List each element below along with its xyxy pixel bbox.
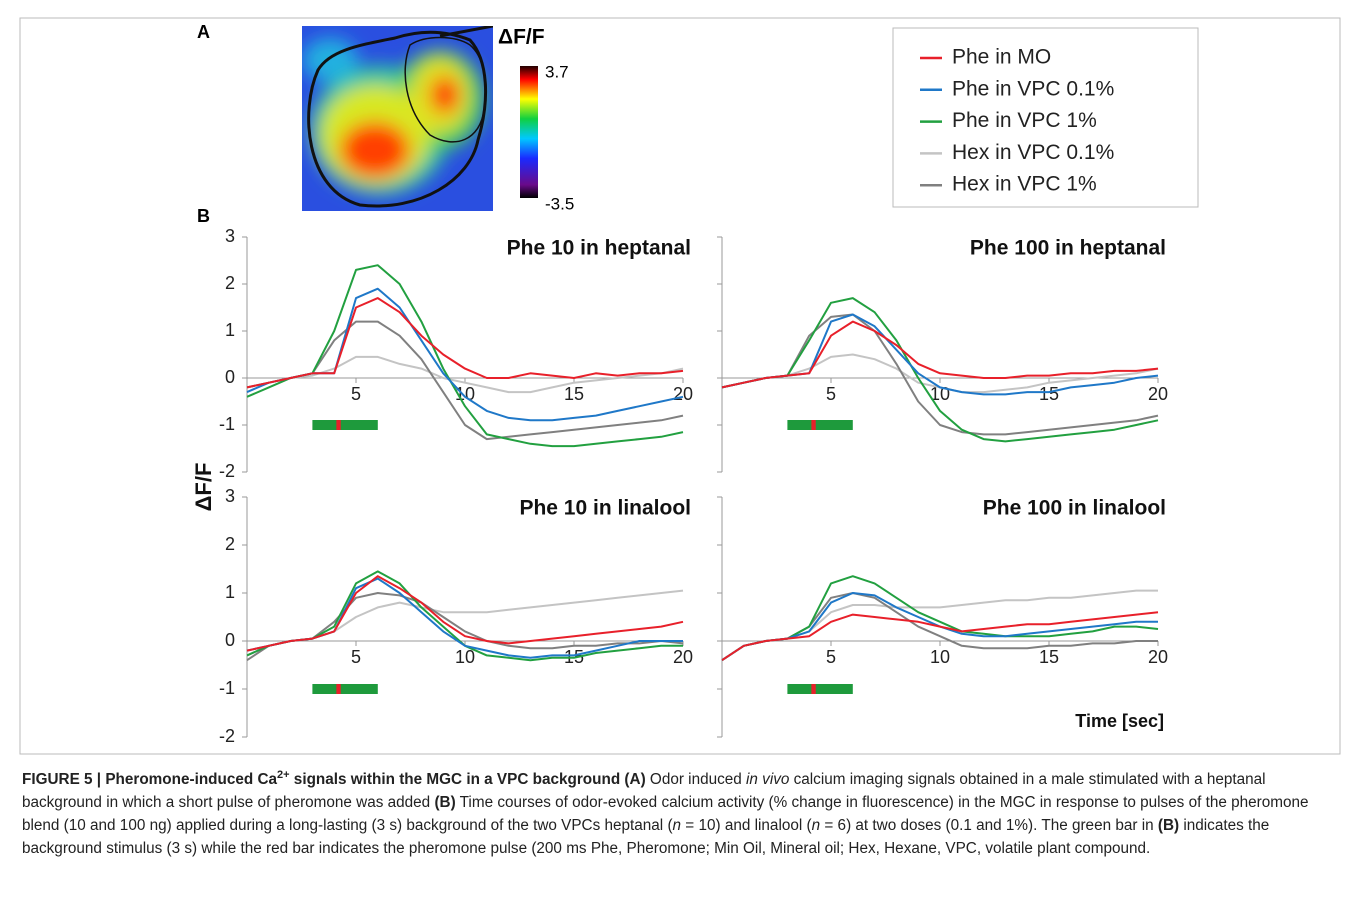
y-tick-label: -2 bbox=[219, 461, 235, 481]
caption-run: = 6) at two doses (0.1 and 1%). The gree… bbox=[820, 817, 1158, 834]
x-tick-label: 15 bbox=[564, 384, 584, 404]
caption-run: FIGURE 5 | Pheromone-induced Ca bbox=[22, 771, 278, 788]
x-tick-label: 10 bbox=[455, 647, 475, 667]
x-tick-label: 20 bbox=[673, 647, 693, 667]
data-line bbox=[246, 297, 684, 389]
pheromone-pulse-bar bbox=[811, 420, 816, 430]
x-tick-label: 5 bbox=[826, 647, 836, 667]
y-tick-label: -2 bbox=[219, 726, 235, 746]
figure-frame bbox=[19, 17, 1341, 755]
caption-run: = 10) and linalool ( bbox=[681, 817, 812, 834]
caption-run: calcium imaging signals obtained in a ma… bbox=[22, 771, 1266, 811]
caption-run: Odor induced bbox=[645, 771, 747, 788]
colorbar bbox=[520, 66, 538, 198]
figure-graphics: A B ΔF/F 3.7 -3.5 Phe in MO Phe in VPC 0.… bbox=[19, 17, 1341, 755]
y-tick-label: -1 bbox=[219, 414, 235, 434]
colorbar-max: 3.7 bbox=[545, 62, 569, 81]
background-stimulus-bar bbox=[787, 684, 853, 694]
data-line bbox=[246, 592, 684, 662]
caption-run: n bbox=[811, 817, 821, 834]
y-tick-label: 3 bbox=[225, 486, 235, 506]
x-tick-label: 15 bbox=[564, 647, 584, 667]
background-stimulus-bar bbox=[312, 684, 378, 694]
caption-run: in vivo bbox=[746, 771, 790, 788]
y-tick-label: 0 bbox=[225, 367, 235, 387]
x-tick-label: 20 bbox=[1148, 384, 1168, 404]
caption-run: (B) bbox=[434, 794, 456, 811]
colorbar-title: ΔF/F bbox=[498, 26, 545, 49]
y-tick-label: 1 bbox=[225, 320, 235, 340]
y-tick-label: 2 bbox=[225, 273, 235, 293]
legend-label: Hex in VPC 1% bbox=[952, 173, 1097, 196]
caption-run: indicates the background stimulus (3 s) … bbox=[22, 817, 1270, 857]
caption-run: (B) bbox=[1157, 817, 1180, 834]
x-tick-label: 10 bbox=[930, 647, 950, 667]
data-line bbox=[246, 577, 683, 659]
panel-label: A bbox=[197, 22, 210, 42]
x-tick-label: 15 bbox=[1039, 647, 1059, 667]
background-stimulus-bar bbox=[787, 420, 853, 430]
legend-label: Hex in VPC 0.1% bbox=[952, 141, 1114, 164]
legend-label: Phe in MO bbox=[952, 46, 1051, 69]
data-line bbox=[246, 320, 684, 441]
caption-run: n bbox=[672, 817, 682, 834]
y-tick-label: -1 bbox=[219, 678, 235, 698]
legend bbox=[892, 27, 1199, 208]
x-tick-label: 20 bbox=[1148, 647, 1168, 667]
calcium-image bbox=[302, 26, 493, 211]
caption-run: 2+ bbox=[277, 768, 290, 781]
data-line bbox=[246, 264, 684, 448]
panel-title: Phe 100 in heptanal bbox=[970, 237, 1166, 260]
y-tick-label: 2 bbox=[225, 534, 235, 554]
x-tick-label: 15 bbox=[1039, 384, 1059, 404]
x-axis-label: Time [sec] bbox=[1075, 711, 1164, 731]
panel-title: Phe 10 in linalool bbox=[519, 497, 691, 520]
data-line bbox=[721, 297, 1159, 443]
background-stimulus-bar bbox=[312, 420, 378, 430]
data-line bbox=[246, 575, 684, 652]
legend-label: Phe in VPC 0.1% bbox=[952, 77, 1114, 100]
x-tick-label: 20 bbox=[673, 384, 693, 404]
caption-run: signals within the MGC in a VPC backgrou… bbox=[289, 771, 646, 788]
x-tick-label: 5 bbox=[826, 384, 836, 404]
pheromone-pulse-bar bbox=[811, 684, 816, 694]
pheromone-pulse-bar bbox=[336, 420, 341, 430]
data-line bbox=[721, 320, 1159, 389]
figure-caption: FIGURE 5 | Pheromone-induced Ca2+ signal… bbox=[22, 768, 1340, 860]
panel-title: Phe 100 in linalool bbox=[983, 497, 1166, 520]
panel-label: B bbox=[197, 206, 210, 226]
pheromone-pulse-bar bbox=[336, 684, 341, 694]
legend-label: Phe in VPC 1% bbox=[952, 109, 1097, 132]
x-tick-label: 5 bbox=[351, 647, 361, 667]
data-line bbox=[721, 611, 1159, 662]
data-line bbox=[246, 570, 683, 662]
colorbar-min: -3.5 bbox=[545, 194, 574, 213]
data-line bbox=[721, 575, 1159, 662]
y-tick-label: 1 bbox=[225, 582, 235, 602]
panel-title: Phe 10 in heptanal bbox=[507, 237, 691, 260]
y-tick-label: 0 bbox=[225, 630, 235, 650]
caption-run: Time courses of odor-evoked calcium acti… bbox=[22, 794, 1309, 834]
x-tick-label: 5 bbox=[351, 384, 361, 404]
y-tick-label: 3 bbox=[225, 226, 235, 246]
y-axis-label: ΔF/F bbox=[191, 463, 216, 512]
